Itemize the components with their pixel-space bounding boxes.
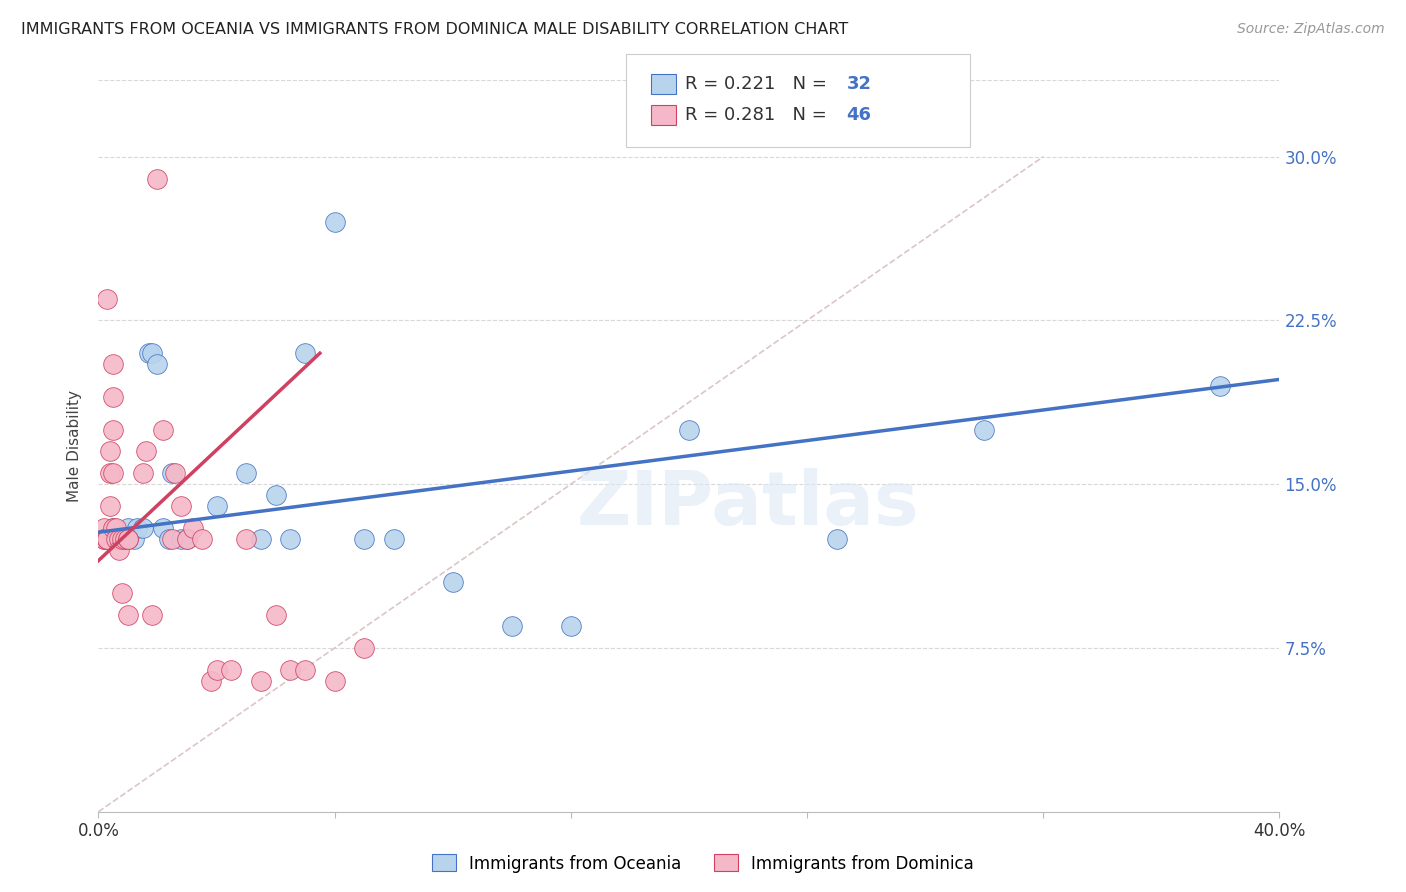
Point	[205, 663, 228, 677]
Point	[200, 673, 222, 688]
Point	[108, 532, 131, 546]
Point	[93, 532, 115, 546]
Point	[678, 423, 700, 437]
Point	[114, 532, 136, 546]
Point	[146, 357, 169, 371]
Point	[235, 467, 257, 481]
Point	[135, 444, 157, 458]
Point	[176, 532, 198, 546]
Point	[98, 499, 121, 513]
Point	[152, 521, 174, 535]
Point	[825, 532, 848, 546]
Point	[141, 346, 163, 360]
Point	[152, 423, 174, 437]
Point	[117, 521, 139, 535]
Point	[93, 521, 115, 535]
Point	[170, 532, 193, 546]
Point	[105, 521, 128, 535]
Point	[353, 640, 375, 655]
Text: ZIPatlas: ZIPatlas	[576, 468, 920, 541]
Point	[103, 357, 125, 371]
Point	[103, 521, 125, 535]
Point	[560, 619, 582, 633]
Point	[93, 532, 115, 546]
Point	[294, 346, 316, 360]
Point	[191, 532, 214, 546]
Point	[264, 488, 287, 502]
Point	[122, 532, 145, 546]
Point	[323, 215, 346, 229]
Point	[205, 499, 228, 513]
Point	[221, 663, 243, 677]
Point	[96, 532, 118, 546]
Point	[138, 346, 160, 360]
Point	[280, 532, 302, 546]
Point	[98, 444, 121, 458]
Point	[117, 532, 139, 546]
Point	[103, 467, 125, 481]
Point	[103, 423, 125, 437]
Point	[96, 532, 118, 546]
Point	[235, 532, 257, 546]
Point	[441, 575, 464, 590]
Point	[96, 532, 118, 546]
Point	[250, 673, 273, 688]
Point	[157, 532, 180, 546]
Point	[973, 423, 995, 437]
Text: R = 0.281   N =: R = 0.281 N =	[685, 106, 832, 124]
Point	[1209, 379, 1232, 393]
Point	[141, 608, 163, 623]
Point	[103, 390, 125, 404]
Point	[111, 586, 134, 600]
Point	[382, 532, 405, 546]
Point	[108, 542, 131, 557]
Point	[146, 171, 169, 186]
Point	[105, 532, 128, 546]
Point	[165, 467, 187, 481]
Text: Source: ZipAtlas.com: Source: ZipAtlas.com	[1237, 22, 1385, 37]
Point	[117, 532, 139, 546]
Point	[108, 532, 131, 546]
Point	[353, 532, 375, 546]
Point	[125, 521, 148, 535]
Point	[111, 532, 134, 546]
Point	[170, 499, 193, 513]
Point	[132, 467, 155, 481]
Legend: Immigrants from Oceania, Immigrants from Dominica: Immigrants from Oceania, Immigrants from…	[426, 847, 980, 880]
Text: 32: 32	[846, 75, 872, 93]
Point	[111, 532, 134, 546]
Y-axis label: Male Disability: Male Disability	[67, 390, 83, 502]
Point	[294, 663, 316, 677]
Point	[162, 467, 183, 481]
Point	[176, 532, 198, 546]
Text: 46: 46	[846, 106, 872, 124]
Text: IMMIGRANTS FROM OCEANIA VS IMMIGRANTS FROM DOMINICA MALE DISABILITY CORRELATION : IMMIGRANTS FROM OCEANIA VS IMMIGRANTS FR…	[21, 22, 848, 37]
Point	[162, 532, 183, 546]
Point	[250, 532, 273, 546]
Point	[117, 608, 139, 623]
Point	[181, 521, 204, 535]
Point	[264, 608, 287, 623]
Point	[103, 521, 125, 535]
Text: R = 0.221   N =: R = 0.221 N =	[685, 75, 832, 93]
Point	[323, 673, 346, 688]
Point	[98, 467, 121, 481]
Point	[132, 521, 155, 535]
Point	[96, 532, 118, 546]
Point	[501, 619, 523, 633]
Point	[280, 663, 302, 677]
Point	[96, 292, 118, 306]
